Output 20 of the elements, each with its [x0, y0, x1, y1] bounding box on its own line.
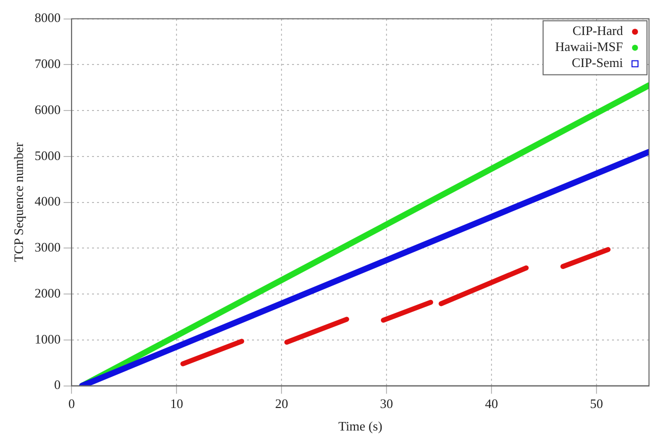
y-tick-label: 1000	[34, 331, 61, 346]
legend-label: Hawaii-MSF	[555, 39, 623, 54]
y-tick-label: 7000	[34, 56, 61, 72]
y-tick-label: 3000	[34, 240, 61, 255]
y-tick-label: 6000	[34, 102, 61, 117]
x-tick-label: 0	[68, 396, 75, 412]
y-axis-title: TCP Sequence number	[11, 142, 26, 262]
y-tick-label: 2000	[34, 285, 61, 300]
x-tick-label: 20	[275, 396, 288, 412]
legend-label: CIP-Semi	[572, 55, 624, 70]
y-tick-label: 8000	[34, 10, 61, 26]
y-tick-label: 0	[54, 377, 61, 392]
y-tick-label: 5000	[34, 148, 61, 163]
y-tick-label: 4000	[34, 194, 61, 209]
x-tick-label: 30	[380, 396, 394, 412]
x-axis-title: Time (s)	[338, 418, 382, 434]
x-tick-label: 50	[590, 396, 604, 412]
x-tick-label: 40	[485, 396, 498, 412]
legend-label: CIP-Hard	[572, 23, 624, 38]
x-tick-label: 10	[170, 396, 184, 412]
